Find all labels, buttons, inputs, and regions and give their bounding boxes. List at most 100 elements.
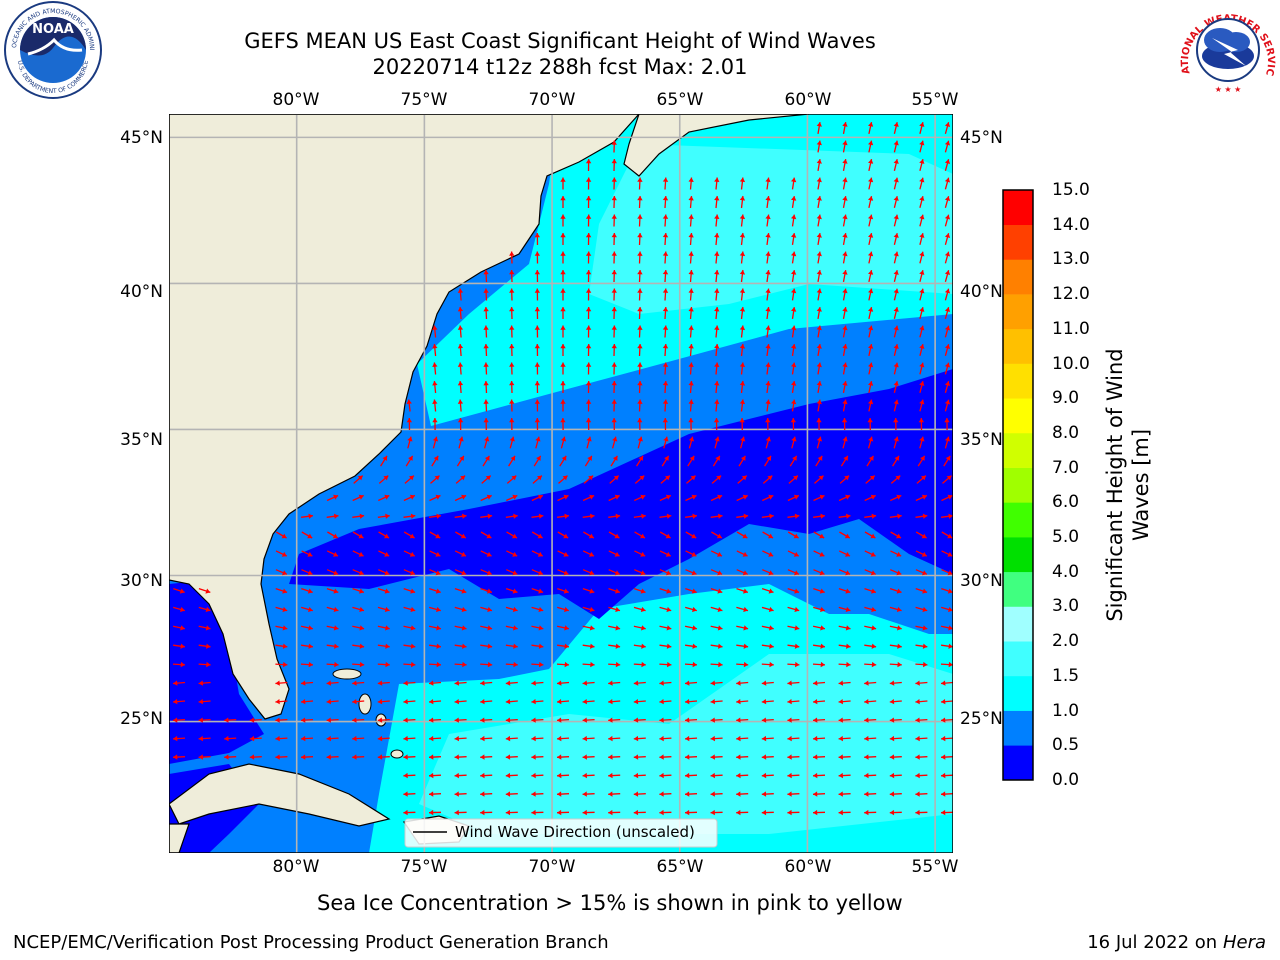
wave-direction-arrowhead — [714, 436, 720, 442]
wave-direction-arrowhead — [359, 606, 364, 612]
wave-direction-arrowhead — [736, 772, 741, 779]
wave-direction-arrowhead — [509, 307, 515, 312]
wave-direction-arrowhead — [585, 381, 592, 386]
wave-direction-arrowhead — [633, 754, 639, 760]
wave-direction-arrowhead — [531, 680, 536, 686]
wave-direction-arrowhead — [793, 551, 799, 557]
wave-direction-arrowhead — [611, 344, 617, 349]
wave-direction-arrowhead — [944, 381, 951, 386]
wave-direction-arrowhead — [531, 717, 536, 723]
lat-label-right: 35°N — [960, 430, 1003, 450]
wave-direction-arrowhead — [637, 196, 643, 201]
wave-direction-arrowhead — [842, 288, 848, 294]
wave-direction-arrowhead — [611, 251, 617, 256]
wave-direction-arrowhead — [639, 475, 645, 481]
wave-direction-arrowhead — [868, 196, 874, 201]
wind-wave-arrows — [172, 121, 953, 816]
wave-direction-arrowhead — [538, 625, 544, 631]
wave-direction-arrowhead — [429, 680, 434, 686]
wave-direction-arrowhead — [637, 251, 643, 256]
wave-direction-arrowhead — [537, 475, 542, 481]
wave-direction-arrowhead — [922, 606, 928, 612]
wave-direction-arrowhead — [180, 606, 185, 612]
wave-direction-arrowhead — [512, 570, 518, 576]
wave-direction-arrowhead — [739, 418, 745, 423]
wave-direction-arrowhead — [739, 233, 746, 238]
wave-direction-arrowhead — [460, 533, 466, 539]
wave-direction-arrowhead — [919, 196, 925, 201]
wave-direction-arrowhead — [765, 381, 771, 386]
wave-direction-arrowhead — [761, 680, 767, 686]
wave-direction-arrowhead — [948, 661, 953, 668]
wave-direction-arrowhead — [403, 680, 408, 686]
wave-direction-arrowhead — [685, 772, 690, 779]
wave-direction-arrowhead — [813, 791, 818, 797]
lat-label-right: 25°N — [960, 709, 1003, 729]
wave-direction-arrowhead — [410, 588, 416, 594]
wave-direction-arrowhead — [819, 494, 825, 500]
wave-direction-arrowhead — [666, 588, 672, 594]
wave-direction-arrowhead — [897, 625, 902, 631]
lon-label-bottom: 60°W — [784, 857, 832, 877]
wave-direction-arrowhead — [921, 533, 927, 539]
wave-direction-arrowhead — [531, 809, 536, 816]
wave-direction-arrowhead — [846, 513, 851, 519]
wave-direction-arrowhead — [483, 307, 489, 312]
wave-direction-arrowhead — [922, 643, 928, 649]
wave-direction-arrowhead — [765, 344, 771, 349]
wave-direction-arrowhead — [531, 735, 536, 742]
wave-direction-arrowhead — [842, 270, 848, 275]
wave-direction-arrowhead — [640, 588, 646, 594]
wave-direction-arrowhead — [484, 455, 490, 461]
wave-direction-arrowhead — [612, 455, 618, 461]
wave-direction-arrowhead — [429, 809, 434, 816]
wave-direction-arrowhead — [590, 661, 595, 668]
wave-direction-arrowhead — [919, 362, 925, 368]
wave-direction-arrowhead — [685, 680, 690, 686]
wave-direction-arrowhead — [589, 588, 595, 594]
wave-direction-arrowhead — [787, 754, 792, 760]
wave-direction-arrowhead — [922, 625, 928, 631]
wave-direction-arrowhead — [585, 344, 592, 349]
wave-direction-arrowhead — [947, 551, 953, 557]
wave-direction-arrowhead — [915, 735, 920, 742]
wave-direction-arrowhead — [791, 177, 797, 183]
wave-direction-arrowhead — [893, 140, 899, 146]
wave-direction-arrowhead — [406, 399, 412, 404]
wave-direction-arrowhead — [615, 606, 620, 612]
wave-direction-arrowhead — [483, 344, 489, 349]
wave-direction-arrowhead — [557, 717, 562, 723]
wave-direction-arrowhead — [692, 625, 697, 631]
wave-direction-arrowhead — [385, 625, 390, 631]
wave-direction-arrowhead — [173, 717, 178, 723]
wave-direction-arrowhead — [688, 270, 694, 275]
wave-direction-arrowhead — [640, 570, 646, 576]
wave-direction-arrowhead — [537, 533, 543, 539]
wave-direction-arrowhead — [919, 159, 925, 164]
wave-direction-arrowhead — [919, 399, 925, 405]
wave-direction-arrowhead — [608, 717, 613, 723]
wave-direction-arrowhead — [512, 533, 517, 539]
wave-direction-arrowhead — [761, 717, 767, 723]
wave-direction-arrowhead — [920, 455, 925, 461]
wave-direction-arrowhead — [944, 159, 951, 164]
wave-direction-arrowhead — [665, 551, 671, 557]
wave-direction-arrowhead — [868, 455, 874, 461]
wave-direction-arrowhead — [889, 717, 895, 723]
wave-direction-arrowhead — [301, 680, 306, 686]
wave-direction-arrowhead — [816, 381, 822, 386]
wave-direction-arrowhead — [941, 772, 946, 779]
wave-direction-arrowhead — [742, 570, 748, 576]
wave-direction-arrowhead — [198, 735, 203, 742]
wave-direction-arrowhead — [275, 699, 280, 705]
lat-label-right: 30°N — [960, 571, 1003, 591]
wave-direction-arrowhead — [893, 214, 899, 220]
wave-direction-arrowhead — [813, 772, 818, 779]
wave-direction-arrowhead — [662, 233, 669, 238]
wave-direction-arrowhead — [945, 455, 951, 461]
wave-direction-arrowhead — [282, 643, 288, 649]
wave-direction-arrowhead — [739, 307, 746, 312]
wave-direction-arrowhead — [531, 791, 536, 797]
wave-direction-arrowhead — [944, 196, 951, 201]
wave-direction-arrowhead — [688, 251, 694, 256]
